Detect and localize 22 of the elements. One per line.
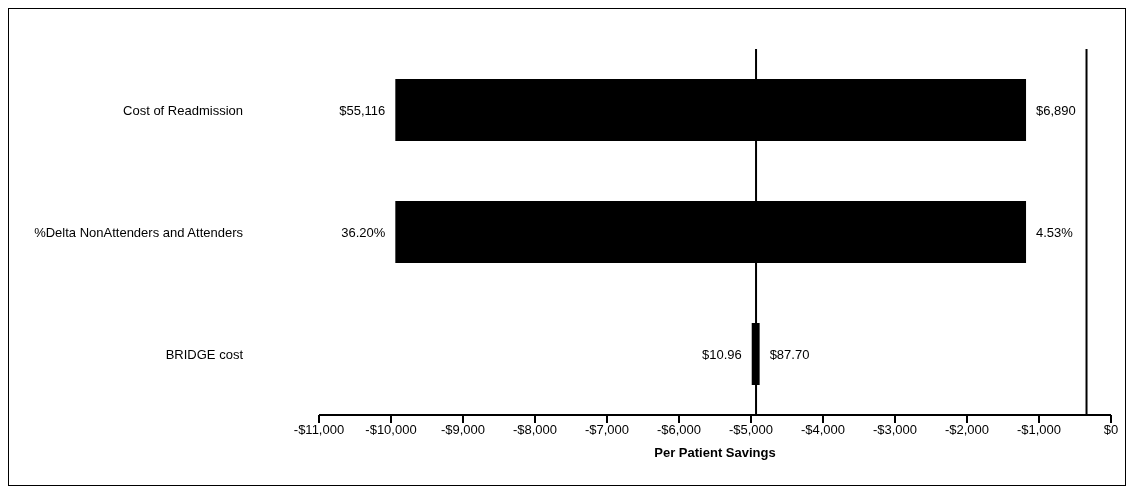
y-tick-label: Cost of Readmission [123, 102, 243, 118]
x-tick-label: $0 [1103, 422, 1119, 438]
x-tick-label: -$5,000 [728, 422, 774, 438]
x-tick-label: -$9,000 [440, 422, 486, 438]
x-tick-label: -$1,000 [1016, 422, 1062, 438]
annotation: 4.53% [1036, 224, 1074, 240]
x-tick-label: -$4,000 [800, 422, 846, 438]
x-tick-label: -$11,000 [293, 422, 345, 438]
annotation: 36.20% [341, 224, 386, 240]
x-axis-title: Per Patient Savings [654, 445, 776, 460]
annotation: $10.96 [701, 346, 742, 362]
x-tick-label: -$10,000 [365, 422, 417, 438]
annotation: $55,116 [339, 102, 386, 118]
annotation: $6,890 [1036, 102, 1076, 118]
y-tick-label: %Delta NonAttenders and Attenders [34, 224, 244, 240]
x-tick-label: -$3,000 [872, 422, 918, 438]
x-tick-label: -$2,000 [944, 422, 990, 438]
x-tick-label: -$6,000 [656, 422, 702, 438]
y-tick-label: BRIDGE cost [165, 346, 244, 362]
x-tick-label: -$8,000 [512, 422, 558, 438]
annotation: $87.70 [769, 346, 810, 362]
x-tick-label: -$7,000 [584, 422, 630, 438]
